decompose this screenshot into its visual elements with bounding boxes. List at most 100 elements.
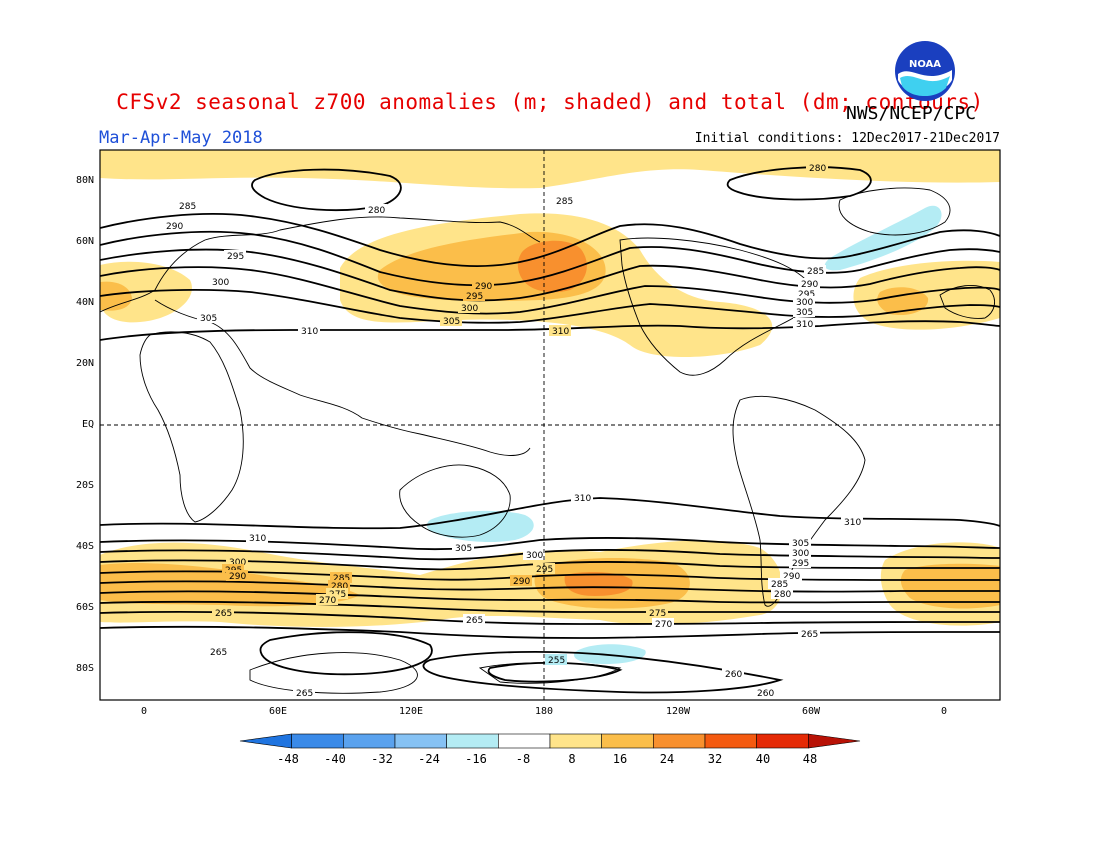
contour-290-south: [100, 570, 1000, 581]
contour-label-270-south-pacific: 270: [655, 620, 672, 630]
australia-coast: [399, 464, 511, 538]
colorbar-swatch-8: [653, 733, 706, 749]
contour-label-295-pacific: 295: [466, 292, 483, 302]
season-label: Mar-Apr-May 2018: [99, 128, 263, 148]
contour-310-north: [100, 320, 1000, 341]
map-title: CFSv2 seasonal z700 anomalies (m; shaded…: [116, 90, 984, 114]
contour-275-south: [100, 600, 1000, 613]
coastlines: [100, 187, 996, 694]
colorbar-label-neg8: -8: [515, 752, 531, 766]
contour-label-300-south-pacific: 300: [526, 551, 543, 561]
contour-295-north: [100, 248, 1000, 302]
lat-label-60n: 60N: [75, 236, 94, 247]
south-atlantic-moderate-anomaly: [900, 563, 1000, 609]
eurasia-south-coast: [154, 299, 531, 456]
contour-label-290-south-pacific: 290: [513, 577, 530, 587]
europe-moderate-anomaly: [100, 281, 132, 311]
contour-label-300-america: 300: [796, 298, 813, 308]
contour-label-300-europe: 300: [212, 278, 229, 288]
contour-label-295-south-pacific: 295: [536, 565, 553, 575]
contour-label-310-south-america: 310: [844, 518, 861, 528]
colorbar-label-8: 8: [568, 752, 576, 766]
south-pacific-strong-anomaly: [564, 572, 633, 596]
contour-label-265-antarctic: 265: [210, 648, 227, 658]
contour-label-265-antarctic-east: 265: [296, 689, 313, 699]
colorbar-swatch-11: [808, 733, 861, 749]
noaa-logo-icon: NOAA: [895, 41, 955, 101]
lat-label-20s: 20S: [75, 480, 94, 491]
greenland-coast: [838, 187, 951, 236]
contour-label-285-west: 285: [179, 202, 196, 212]
contour-310-south: [100, 497, 1000, 530]
contour-label-295-america: 295: [798, 290, 815, 300]
lon-label-180: 180: [534, 706, 554, 717]
contour-285-south: [100, 580, 1000, 593]
lon-label-120w: 120W: [665, 706, 691, 717]
colorbar-label-neg40: -40: [324, 752, 346, 766]
colorbar-label-24: 24: [659, 752, 675, 766]
contour-label-305-america: 305: [796, 308, 813, 318]
lon-label-120e: 120E: [398, 706, 424, 717]
contour-label-300-south: 300: [229, 558, 246, 568]
contour-label-280-south-america: 280: [774, 590, 791, 600]
australia-negative-anomaly: [426, 510, 534, 543]
colorbar-label-32: 32: [707, 752, 723, 766]
arctic-positive-anomaly: [100, 150, 1000, 189]
contour-label-290-west: 290: [166, 222, 183, 232]
contour-label-265-south-america: 265: [801, 630, 818, 640]
atlantic-moderate-anomaly: [877, 287, 929, 316]
contour-label-285-south-america: 285: [771, 580, 788, 590]
colorbar-swatch-4: [446, 733, 499, 749]
colorbar-swatch-1: [291, 733, 344, 749]
contour-280-south: [100, 590, 1000, 604]
lon-label-0-east: 0: [940, 706, 948, 717]
africa-coast: [139, 331, 244, 523]
eurasia-north-coast: [100, 216, 541, 313]
lon-label-0-west: 0: [140, 706, 148, 717]
contour-label-270-south: 270: [319, 596, 336, 606]
colorbar: [239, 733, 861, 749]
map-frame: [99, 149, 1001, 701]
lat-label-80n: 80N: [75, 175, 94, 186]
antarctica-coast-east: [249, 652, 418, 694]
contour-label-265-south-pacific: 265: [466, 616, 483, 626]
contour-260-south: [422, 651, 784, 694]
contour-label-290-south-america: 290: [783, 572, 800, 582]
north-america-coast: [619, 237, 816, 376]
lat-label-eq: EQ: [81, 419, 94, 430]
colorbar-label-neg32: -32: [371, 752, 393, 766]
contour-label-310-pacific: 310: [552, 327, 569, 337]
colorbar-swatch-10: [756, 733, 809, 749]
contour-label-285-america: 285: [807, 267, 824, 277]
western-europe-coast: [939, 284, 996, 319]
map-area: 280 280 285 285 285 290 290 290 295 295 …: [100, 150, 1000, 700]
colorbar-label-neg48: -48: [277, 752, 299, 766]
contour-label-290-america: 290: [801, 280, 818, 290]
contour-300-north: [100, 266, 1000, 315]
lat-label-80s: 80S: [75, 663, 94, 674]
contour-label-285-pacific: 285: [556, 197, 573, 207]
antarctic-negative-anomaly: [574, 644, 646, 664]
contour-label-290-south: 290: [229, 572, 246, 582]
contour-305-north: [100, 289, 1000, 324]
greenland-negative-anomaly: [824, 205, 942, 271]
initial-conditions-label: Initial conditions: 12Dec2017-21Dec2017: [694, 131, 1000, 146]
contour-label-285-south: 285: [333, 574, 350, 584]
contour-300-south: [100, 548, 1000, 561]
contour-label-260-south: 260: [725, 670, 742, 680]
contour-270-south: [100, 610, 1000, 625]
lon-label-60w: 60W: [801, 706, 821, 717]
lat-label-60s: 60S: [75, 602, 94, 613]
contour-labels: 280 280 285 285 285 290 290 290 295 295 …: [163, 162, 863, 699]
lat-label-40s: 40S: [75, 541, 94, 552]
south-indian-moderate-anomaly: [100, 563, 360, 607]
colorbar-swatch-7: [601, 733, 654, 749]
colorbar-swatch-9: [704, 733, 757, 749]
contour-285-north: [100, 213, 1000, 267]
colorbar-label-neg16: -16: [465, 752, 487, 766]
lat-label-20n: 20N: [75, 358, 94, 369]
contour-265-antarctic: [259, 631, 433, 676]
colorbar-swatch-0: [239, 733, 292, 749]
colorbar-swatch-6: [549, 733, 602, 749]
